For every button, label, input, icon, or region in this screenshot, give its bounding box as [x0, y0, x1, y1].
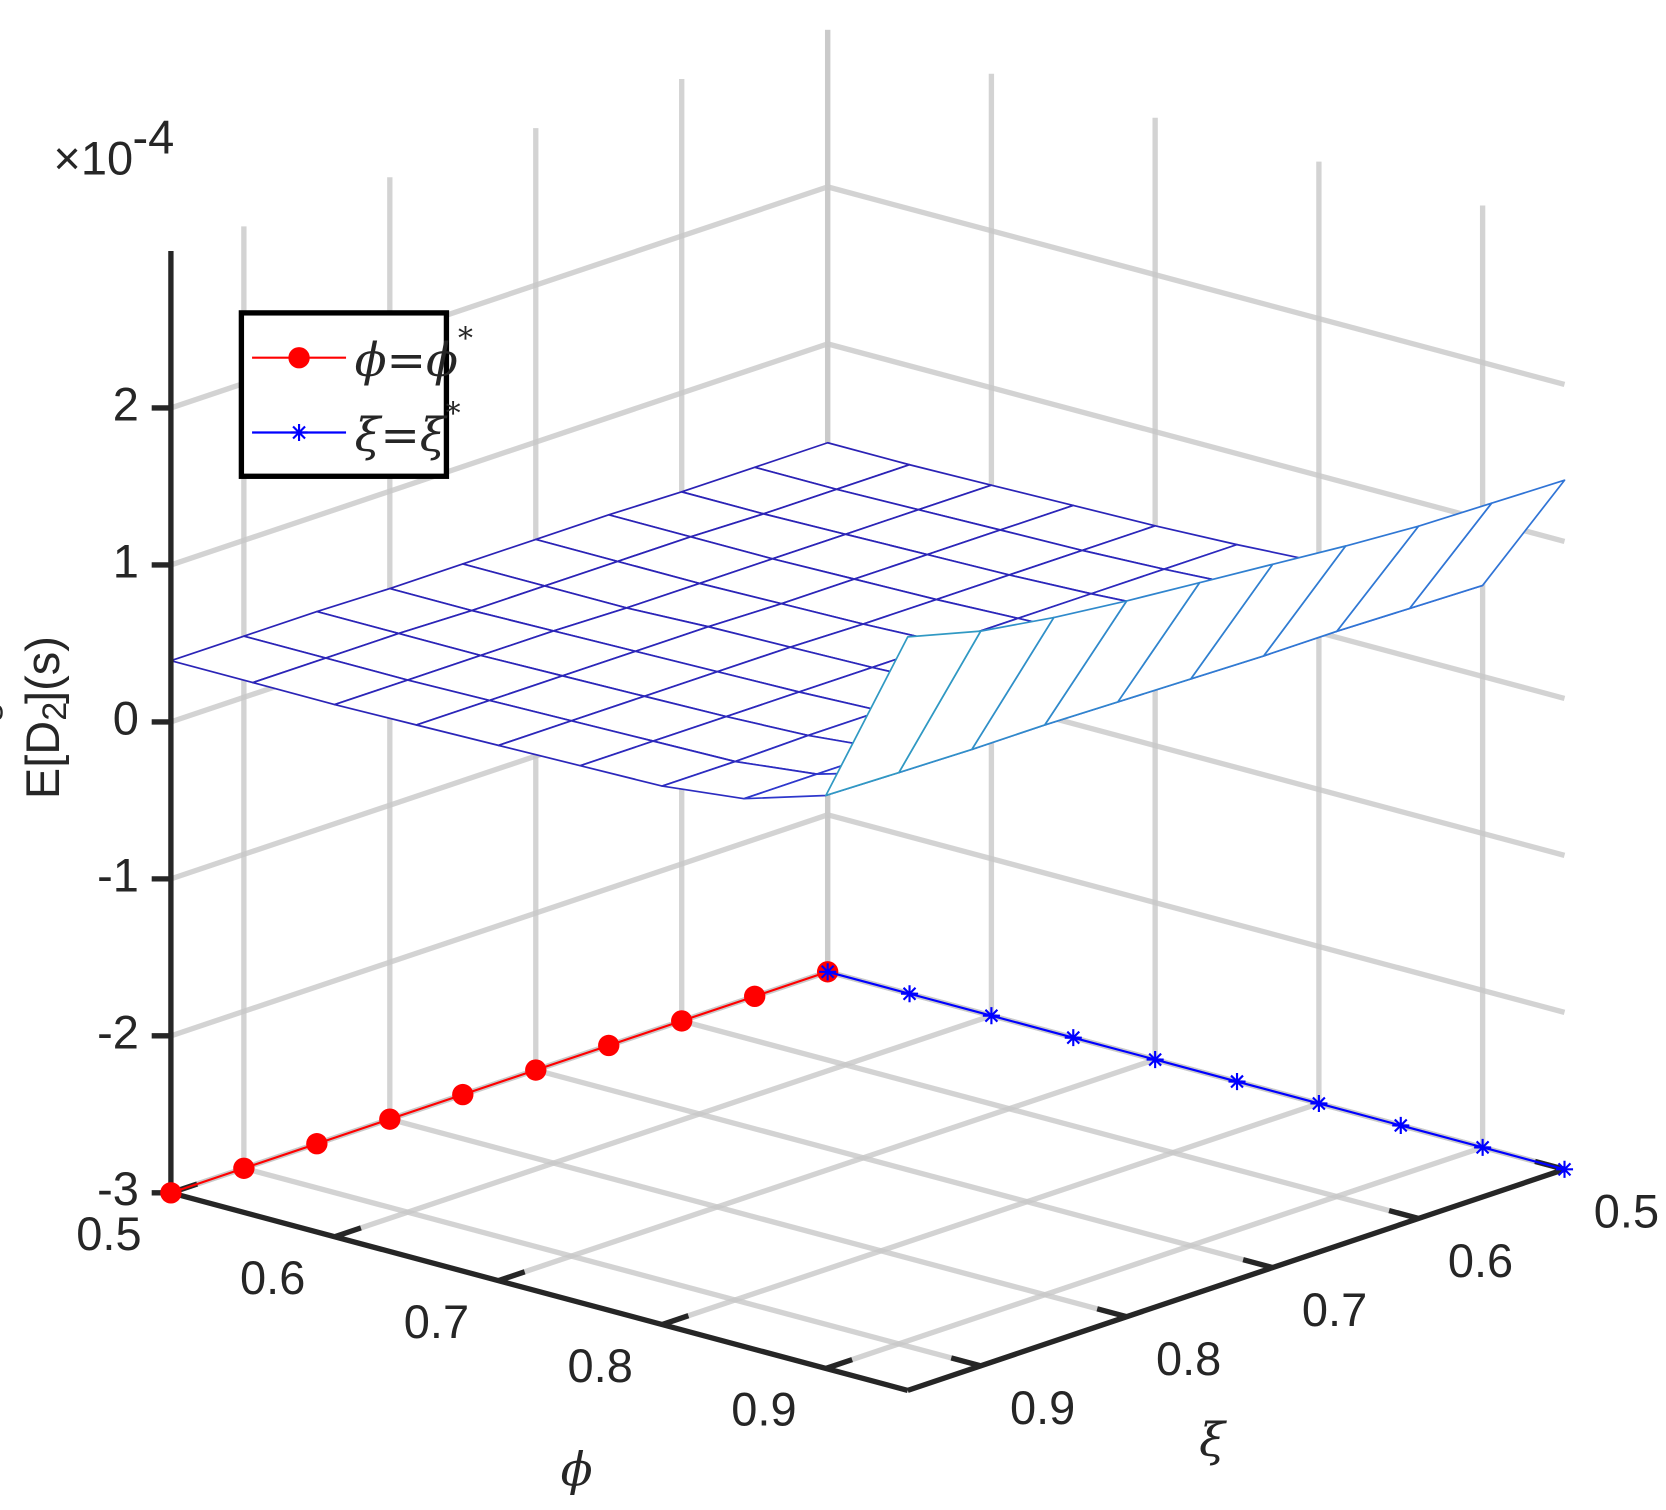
x-tick [825, 1357, 854, 1371]
marker [379, 1108, 401, 1130]
marker [306, 1133, 328, 1155]
marker [819, 963, 837, 981]
x-tick [333, 1225, 362, 1240]
grid-line [170, 341, 829, 568]
y-tick [1242, 1257, 1274, 1271]
y-tick-label: 0.9 [1010, 1381, 1075, 1434]
legend-label: ϕ=ϕ* [355, 322, 473, 388]
legend-marker [290, 423, 308, 442]
x-tick-label: 0.6 [240, 1251, 305, 1304]
marker [1146, 1051, 1164, 1069]
z-axis-label: E[D2 s ](s) [0, 636, 74, 799]
x-tick-label: 0.8 [568, 1339, 633, 1392]
series-line [170, 970, 829, 1194]
y-tick-label: 0.7 [1302, 1283, 1367, 1336]
x-tick-label: 0.5 [76, 1207, 141, 1260]
y-tick-label: 0.8 [1156, 1332, 1221, 1385]
z-tick-label: -2 [97, 1005, 139, 1058]
z-axis-label-part: 2 [36, 702, 74, 721]
marker [1228, 1072, 1246, 1091]
marker [900, 985, 919, 1003]
grid-line [826, 184, 1566, 388]
marker [1064, 1029, 1082, 1047]
marker [233, 1157, 255, 1179]
grid-line [243, 1165, 982, 1369]
y-tick-label: 0.5 [1594, 1185, 1659, 1238]
y-tick [950, 1355, 982, 1369]
x-axis [170, 1190, 909, 1393]
grid-line [826, 812, 1566, 1015]
legend [238, 310, 450, 479]
marker [160, 1182, 182, 1204]
marker [525, 1059, 547, 1081]
x-tick [661, 1313, 690, 1328]
grid-line [333, 1013, 993, 1240]
z-tick-label: 2 [113, 377, 139, 430]
y-axis [906, 1166, 1566, 1393]
marker [1555, 1160, 1574, 1178]
marker [982, 1007, 1000, 1025]
grid-line [826, 341, 1566, 545]
legend-symbol [288, 347, 310, 369]
marker [1474, 1138, 1492, 1156]
z-tick-label: 1 [113, 534, 139, 587]
marker [598, 1034, 620, 1057]
marker [452, 1083, 474, 1106]
legend-marker [288, 347, 310, 369]
x-tick-label: 0.7 [404, 1295, 469, 1348]
legend-symbol [290, 423, 308, 442]
marker [671, 1010, 693, 1032]
z-axis-label-part: s [0, 704, 11, 721]
z-tick-label: -1 [97, 848, 139, 901]
grid-line [389, 1116, 1128, 1320]
x-tick [497, 1269, 526, 1284]
marker [1392, 1116, 1410, 1134]
z-exponent: ×10 [53, 132, 133, 185]
z-axis-label-part: ](s) [16, 636, 69, 704]
legend-label: ξ=ξ* [355, 396, 461, 462]
z-tick-label: -3 [97, 1162, 139, 1215]
z-axis-label-part: E[D [16, 721, 69, 799]
series-line [827, 970, 1565, 1171]
grid-line [661, 1100, 1320, 1328]
grid-line [170, 812, 829, 1039]
grid-line [825, 1144, 1484, 1371]
x-axis-label: ϕ [561, 1443, 593, 1498]
grid-line [497, 1057, 1156, 1284]
y-tick [1388, 1207, 1420, 1222]
y-axis-label: ξ [1199, 1413, 1227, 1468]
z-exponent-power: -4 [132, 110, 174, 163]
marker [744, 985, 766, 1008]
grid-line [535, 1067, 1274, 1271]
marker [1310, 1094, 1328, 1113]
y-tick [1096, 1306, 1128, 1320]
x-tick-label: 0.9 [731, 1383, 796, 1436]
z-tick-label: 0 [113, 691, 139, 744]
grid-line [681, 1018, 1420, 1222]
surface-patch [824, 630, 982, 797]
y-tick-label: 0.6 [1448, 1234, 1513, 1287]
